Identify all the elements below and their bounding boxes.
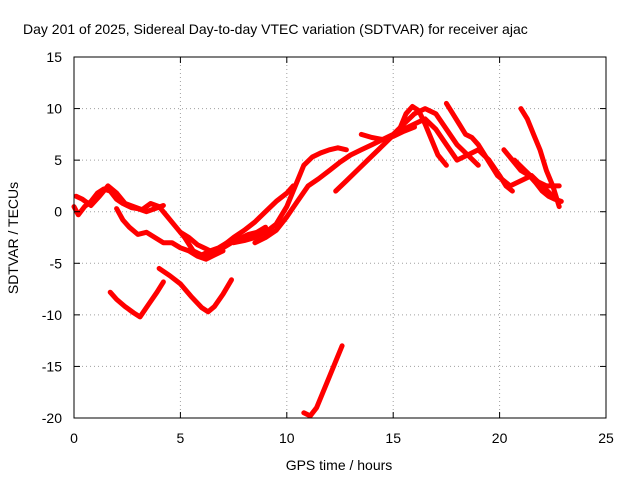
x-tick-label: 10 (279, 430, 295, 446)
x-tick-label: 0 (70, 430, 78, 446)
x-tick-label: 15 (385, 430, 401, 446)
y-tick-label: -10 (42, 307, 62, 323)
tick-layer: 0 5 10 15 20 25 -20 -15 -10 -5 0 5 10 15 (42, 49, 614, 446)
series-track-17 (512, 157, 562, 189)
series-track-10 (252, 124, 417, 246)
x-tick-label: 25 (598, 430, 614, 446)
series-track-5 (199, 183, 296, 258)
x-tick-label: 5 (177, 430, 185, 446)
series-track-2 (73, 183, 230, 258)
y-tick-label: 15 (46, 49, 62, 65)
y-tick-label: 0 (54, 204, 62, 220)
series-track-13 (401, 116, 515, 194)
series-layer (71, 100, 564, 419)
series-track-3 (114, 206, 226, 262)
y-tick-label: -5 (50, 255, 63, 271)
plot-frame (73, 56, 607, 419)
y-axis-label: SDTVAR / TECUs (5, 182, 21, 294)
series-track-9 (231, 145, 349, 246)
series-track-8 (301, 343, 345, 419)
series-track-1 (71, 186, 166, 218)
y-tick-label: -20 (42, 410, 62, 426)
chart-title: Day 201 of 2025, Sidereal Day-to-day VTE… (23, 21, 528, 37)
y-tick-label: 5 (54, 152, 62, 168)
series-track-12 (358, 106, 481, 168)
series-track-11 (333, 104, 449, 194)
y-tick-label: -15 (42, 358, 62, 374)
x-tick-label: 20 (492, 430, 508, 446)
x-axis-label: GPS time / hours (286, 457, 393, 473)
series-track-6 (107, 279, 166, 320)
series-track-7 (156, 265, 234, 315)
y-tick-label: 10 (46, 101, 62, 117)
